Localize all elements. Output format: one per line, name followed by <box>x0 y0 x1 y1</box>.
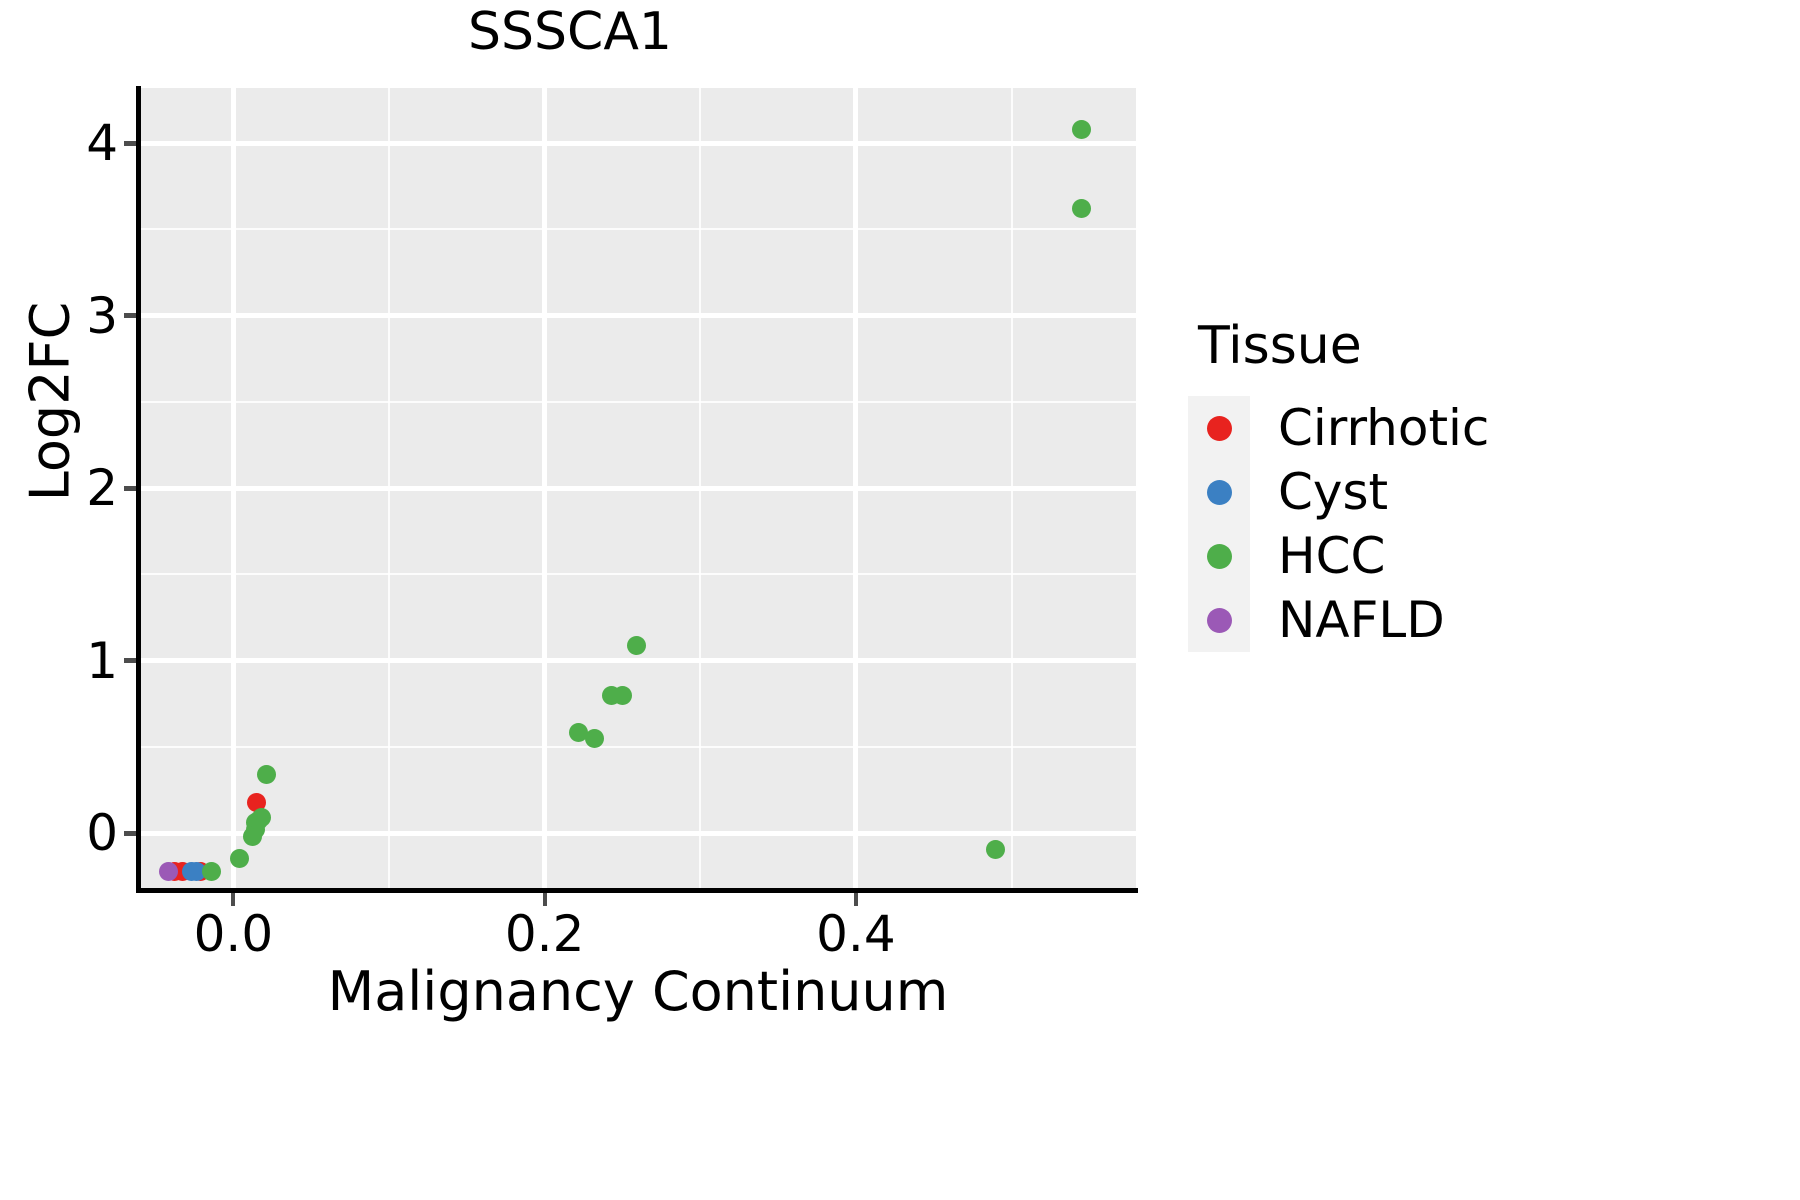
legend: Tissue Cirrhotic Cyst HCC NAFLD <box>1188 320 1748 652</box>
legend-item-cyst[interactable]: Cyst <box>1188 460 1748 524</box>
y-tick-mark <box>124 658 136 664</box>
scatter-point-hcc <box>1072 199 1092 219</box>
x-tick-label: 0.4 <box>816 905 896 963</box>
y-tick-label: 4 <box>86 114 118 173</box>
legend-key-swatch <box>1188 396 1250 460</box>
scatter-point-hcc <box>256 764 276 784</box>
y-tick-mark <box>124 140 136 146</box>
gridline-minor-horizontal <box>140 573 1136 576</box>
legend-item-label: Cyst <box>1278 463 1389 521</box>
scatter-point-cyst <box>186 861 206 881</box>
y-tick-label: 2 <box>86 459 118 518</box>
scatter-point-hcc <box>626 635 646 655</box>
legend-item-hcc[interactable]: HCC <box>1188 524 1748 588</box>
gridline-minor-horizontal <box>140 745 1136 748</box>
legend-item-label: Cirrhotic <box>1278 399 1490 457</box>
gridline-major-horizontal <box>140 830 1136 836</box>
x-tick-label: 0.0 <box>193 905 274 963</box>
x-axis-title: Malignancy Continuum <box>327 960 949 1023</box>
scatter-point-hcc <box>986 839 1006 859</box>
legend-item-nafld[interactable]: NAFLD <box>1188 588 1748 652</box>
legend-item-cirrhotic[interactable]: Cirrhotic <box>1188 396 1748 460</box>
scatter-point-hcc <box>230 849 250 869</box>
scatter-point-hcc <box>1072 119 1092 139</box>
x-axis-line <box>136 888 1138 893</box>
scatter-point-hcc <box>612 685 632 705</box>
gridline-major-horizontal <box>140 485 1136 491</box>
scatter-point-nafld <box>158 862 178 882</box>
gridline-major-vertical <box>542 88 548 890</box>
scatter-point-hcc <box>569 722 589 742</box>
x-tick-mark <box>231 893 236 906</box>
gridline-major-horizontal <box>140 140 1136 146</box>
y-tick-label: 3 <box>86 286 118 345</box>
legend-item-label: NAFLD <box>1278 591 1445 649</box>
plot-panel <box>140 88 1136 890</box>
y-tick-mark <box>124 830 136 836</box>
y-axis-line <box>136 86 141 892</box>
legend-dot-icon <box>1206 543 1232 569</box>
legend-dot-icon <box>1206 607 1232 633</box>
legend-key-swatch <box>1188 588 1250 652</box>
x-tick-mark <box>853 893 858 906</box>
scatter-point-cirrhotic <box>247 792 267 812</box>
y-tick-label: 0 <box>86 804 118 863</box>
legend-dot-icon <box>1206 479 1232 505</box>
legend-item-label: HCC <box>1278 527 1386 585</box>
x-tick-label: 0.2 <box>504 905 585 963</box>
y-tick-mark <box>124 313 136 319</box>
gridline-major-vertical <box>853 88 859 890</box>
y-axis-title: Log2FC <box>18 301 82 502</box>
page-title: SSSCA1 <box>468 2 672 62</box>
scatter-point-hcc <box>251 808 271 828</box>
x-tick-mark <box>542 893 547 906</box>
legend-items: Cirrhotic Cyst HCC NAFLD <box>1188 396 1748 652</box>
legend-title: Tissue <box>1198 316 1362 376</box>
y-tick-mark <box>124 485 136 491</box>
gridline-major-horizontal <box>140 313 1136 319</box>
y-tick-label: 1 <box>86 631 118 690</box>
legend-dot-icon <box>1206 415 1232 441</box>
gridline-minor-horizontal <box>140 228 1136 231</box>
legend-key-swatch <box>1188 524 1250 588</box>
gridline-major-vertical <box>230 88 236 890</box>
gridline-minor-horizontal <box>140 400 1136 403</box>
legend-key-swatch <box>1188 460 1250 524</box>
gridline-major-horizontal <box>140 658 1136 664</box>
scatter-point-hcc <box>202 862 222 882</box>
scatter-point-hcc <box>584 728 604 748</box>
